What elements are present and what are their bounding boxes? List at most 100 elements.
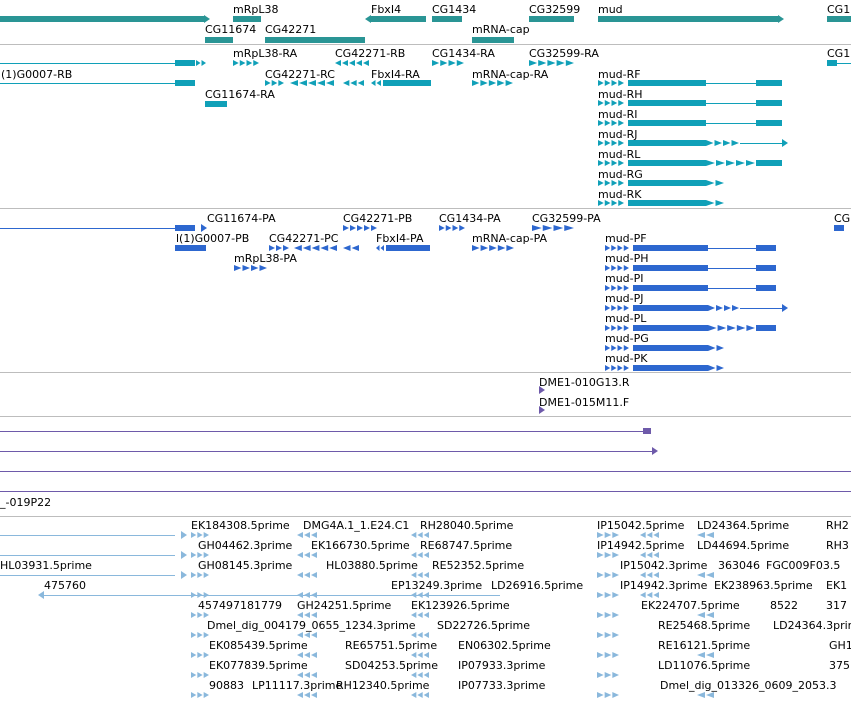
- transcript-label[interactable]: mRNA-cap-PA: [472, 232, 548, 245]
- transcript-label[interactable]: CG1434-RA: [432, 47, 495, 60]
- clone-label[interactable]: DME1-015M11.F: [539, 396, 630, 409]
- est-label[interactable]: EP13249.3prime: [391, 579, 483, 592]
- clone-label[interactable]: DME1-010G13.R: [539, 376, 630, 389]
- feature-exon[interactable]: [628, 80, 706, 86]
- gene-bar[interactable]: [265, 37, 365, 43]
- transcript-label[interactable]: CG11674-PA: [207, 212, 276, 225]
- feature-exon[interactable]: [756, 120, 782, 126]
- feature-exon[interactable]: [756, 160, 782, 166]
- est-label[interactable]: Dmel_dig_013326_0609_2053.3: [660, 679, 837, 692]
- transcript-label[interactable]: FbxI4-PA: [376, 232, 424, 245]
- gene-label-mRNA-cap[interactable]: mRNA-cap: [472, 23, 530, 36]
- transcript-label[interactable]: CG42271-PC: [269, 232, 339, 245]
- feature-exon[interactable]: [383, 80, 431, 86]
- feature-exon[interactable]: [628, 160, 706, 166]
- est-label[interactable]: RH3: [826, 539, 849, 552]
- transcript-label[interactable]: mud-RG: [598, 168, 643, 181]
- est-label[interactable]: IP15042.5prime: [597, 519, 685, 532]
- est-label[interactable]: 90883: [209, 679, 244, 692]
- gene-bar[interactable]: [432, 16, 462, 22]
- est-label[interactable]: EK123926.5prime: [411, 599, 510, 612]
- feature-exon[interactable]: [633, 265, 708, 271]
- transcript-label[interactable]: CG11674-RA: [205, 88, 275, 101]
- est-label[interactable]: RH12340.5prime: [336, 679, 430, 692]
- feature-exon[interactable]: [628, 200, 706, 206]
- clone-end[interactable]: [643, 428, 651, 434]
- transcript-label[interactable]: FbxI4-RA: [371, 68, 420, 81]
- est-label[interactable]: RE16121.5prime: [658, 639, 751, 652]
- est-label[interactable]: EK1: [826, 579, 848, 592]
- gene-bar[interactable]: [233, 16, 261, 22]
- gene-bar[interactable]: [472, 37, 514, 43]
- est-label[interactable]: EK184308.5prime: [191, 519, 290, 532]
- est-label[interactable]: 317: [826, 599, 847, 612]
- feature-exon[interactable]: [633, 345, 708, 351]
- feature-exon[interactable]: [756, 245, 776, 251]
- transcript-label[interactable]: l(1)G0007-PB: [176, 232, 250, 245]
- transcript-label[interactable]: CG32599-RA: [529, 47, 599, 60]
- est-label[interactable]: HL03931.5prime: [0, 559, 92, 572]
- feature-exon[interactable]: [205, 101, 227, 107]
- feature-exon[interactable]: [756, 80, 782, 86]
- gene-label-CG11674[interactable]: CG11674: [205, 23, 257, 36]
- transcript-label[interactable]: mRNA-cap-RA: [472, 68, 549, 81]
- transcript-label[interactable]: mud-PH: [605, 252, 649, 265]
- est-label[interactable]: EK238963.5prime: [714, 579, 813, 592]
- transcript-label[interactable]: mud-PF: [605, 232, 647, 245]
- gene-bar[interactable]: [827, 16, 851, 22]
- transcript-label[interactable]: mRpL38-RA: [233, 47, 298, 60]
- est-label[interactable]: HL03880.5prime: [326, 559, 418, 572]
- est-label[interactable]: FGC009F03.5: [766, 559, 841, 572]
- gene-label-CG1434[interactable]: CG1434: [432, 3, 477, 16]
- gene-bar[interactable]: [529, 16, 574, 22]
- feature-exon[interactable]: [633, 305, 708, 311]
- transcript-label[interactable]: CG1: [827, 47, 851, 60]
- clone-label[interactable]: _-019P22: [0, 496, 52, 509]
- est-label[interactable]: IP07933.3prime: [458, 659, 546, 672]
- est-label[interactable]: GH1: [829, 639, 851, 652]
- est-label[interactable]: 457497181779: [198, 599, 282, 612]
- feature-exon[interactable]: [834, 225, 844, 231]
- gene-label-FbxI4[interactable]: FbxI4: [371, 3, 402, 16]
- est-label[interactable]: 363046: [718, 559, 760, 572]
- feature-exon[interactable]: [628, 120, 706, 126]
- feature-exon[interactable]: [628, 180, 706, 186]
- gene-label-CG32599[interactable]: CG32599: [529, 3, 581, 16]
- est-label[interactable]: LD26916.5prime: [491, 579, 584, 592]
- transcript-label[interactable]: CG42271-RB: [335, 47, 406, 60]
- feature-exon[interactable]: [756, 100, 782, 106]
- est-label[interactable]: IP07733.3prime: [458, 679, 546, 692]
- est-label[interactable]: SD22726.5prime: [437, 619, 530, 632]
- gene-label-CG42271[interactable]: CG42271: [265, 23, 317, 36]
- gene-bar[interactable]: [371, 16, 426, 22]
- est-label[interactable]: LP11117.3prime: [252, 679, 343, 692]
- transcript-label[interactable]: CG42271-PB: [343, 212, 413, 225]
- transcript-label[interactable]: (1)G0007-RB: [1, 68, 73, 81]
- est-label[interactable]: SD04253.5prime: [345, 659, 438, 672]
- feature-exon[interactable]: [175, 80, 195, 86]
- est-label[interactable]: DMG4A.1_1.E24.C1: [303, 519, 410, 532]
- transcript-label[interactable]: CG32599-PA: [532, 212, 601, 225]
- feature-exon[interactable]: [756, 285, 776, 291]
- transcript-label[interactable]: CG42271-RC: [265, 68, 335, 81]
- est-label[interactable]: IP15042.3prime: [620, 559, 708, 572]
- transcript-label[interactable]: mud-RK: [598, 188, 642, 201]
- est-label[interactable]: LD24364.3prime: [773, 619, 851, 632]
- transcript-label[interactable]: CG1434-PA: [439, 212, 501, 225]
- est-label[interactable]: RE25468.5prime: [658, 619, 751, 632]
- feature-exon[interactable]: [175, 245, 206, 251]
- est-label[interactable]: IP14942.5prime: [597, 539, 685, 552]
- est-label[interactable]: LD24364.5prime: [697, 519, 790, 532]
- transcript-label[interactable]: mud-PG: [605, 332, 649, 345]
- est-label[interactable]: EK077839.5prime: [209, 659, 308, 672]
- transcript-label[interactable]: CG: [834, 212, 851, 225]
- est-label[interactable]: GH08145.3prime: [198, 559, 293, 572]
- est-label[interactable]: 8522: [770, 599, 798, 612]
- feature-exon[interactable]: [175, 225, 195, 231]
- transcript-label[interactable]: mud-PI: [605, 272, 644, 285]
- gene-bar[interactable]: [205, 37, 233, 43]
- transcript-label[interactable]: mud-RI: [598, 108, 638, 121]
- est-label[interactable]: EK085439.5prime: [209, 639, 308, 652]
- transcript-label[interactable]: mud-RH: [598, 88, 643, 101]
- est-label[interactable]: RE65751.5prime: [345, 639, 438, 652]
